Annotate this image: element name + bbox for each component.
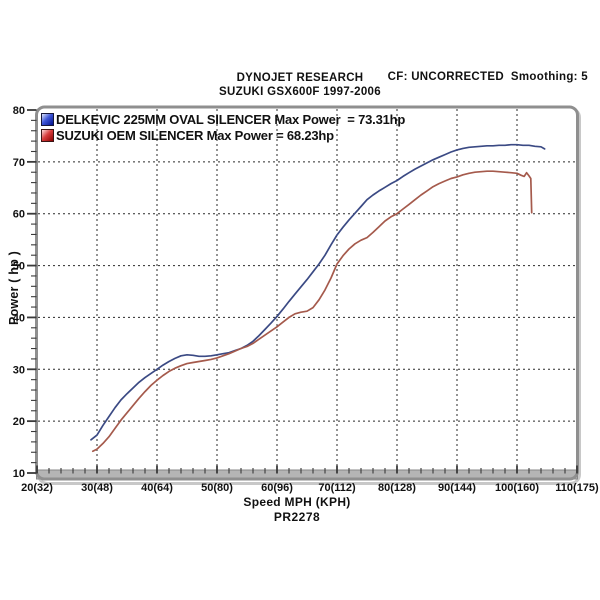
legend: DELKEVIC 225MM OVAL SILENCER Max Power =…: [41, 111, 405, 143]
x-tick-label: 110(175): [555, 482, 599, 494]
chart-subtitle: SUZUKI GSX600F 1997-2006: [219, 86, 381, 98]
y-tick-label: 40: [13, 312, 25, 324]
x-tick-label: 90(144): [438, 482, 476, 494]
x-tick-label: 60(96): [261, 482, 293, 494]
y-tick-label: 70: [13, 157, 25, 169]
legend-label-suzuki-oem: SUZUKI OEM SILENCER Max Power = 68.23hp: [56, 127, 334, 143]
y-axis-title: Power ( hp ): [7, 251, 21, 325]
x-tick-label: 50(80): [201, 482, 233, 494]
y-ticks: [27, 109, 37, 474]
y-tick-label: 50: [13, 261, 25, 273]
x-tick-label: 100(160): [495, 482, 539, 494]
x-ticks: [36, 465, 578, 474]
legend-label-delkevic: DELKEVIC 225MM OVAL SILENCER Max Power =…: [56, 111, 406, 127]
run-code: PR2278: [273, 510, 321, 524]
curve-delkevic-225mm-oval-silencer: [90, 143, 546, 441]
x-tick-label: 30(48): [81, 482, 113, 494]
plot-frame: [35, 105, 579, 481]
legend-row-delkevic: DELKEVIC 225MM OVAL SILENCER Max Power =…: [41, 111, 405, 127]
x-tick-label: 80(128): [378, 482, 416, 494]
x-tick-label: 70(112): [318, 482, 356, 494]
y-tick-label: 60: [13, 209, 25, 221]
y-tick-label: 20: [13, 416, 25, 428]
x-axis-title: Speed MPH (KPH): [243, 495, 351, 509]
x-tick-label: 20(32): [21, 482, 53, 494]
y-tick-label: 80: [13, 105, 25, 117]
legend-row-suzuki-oem: SUZUKI OEM SILENCER Max Power = 68.23hp: [41, 127, 405, 143]
suzuki-oem-series-swatch-icon: [41, 128, 54, 142]
y-tick-label: 10: [13, 468, 25, 480]
y-tick-label: 30: [13, 364, 25, 376]
x-tick-label: 40(64): [141, 482, 173, 494]
delkevic-series-swatch-icon: [41, 112, 54, 126]
chart-title: DYNOJET RESEARCH: [236, 72, 364, 84]
vertical-gridlines: [96, 109, 518, 470]
plot-background: [36, 107, 578, 473]
correction-smoothing-note: CF: UNCORRECTED Smoothing: 5: [387, 71, 588, 83]
curve-suzuki-oem-silencer: [91, 170, 533, 453]
